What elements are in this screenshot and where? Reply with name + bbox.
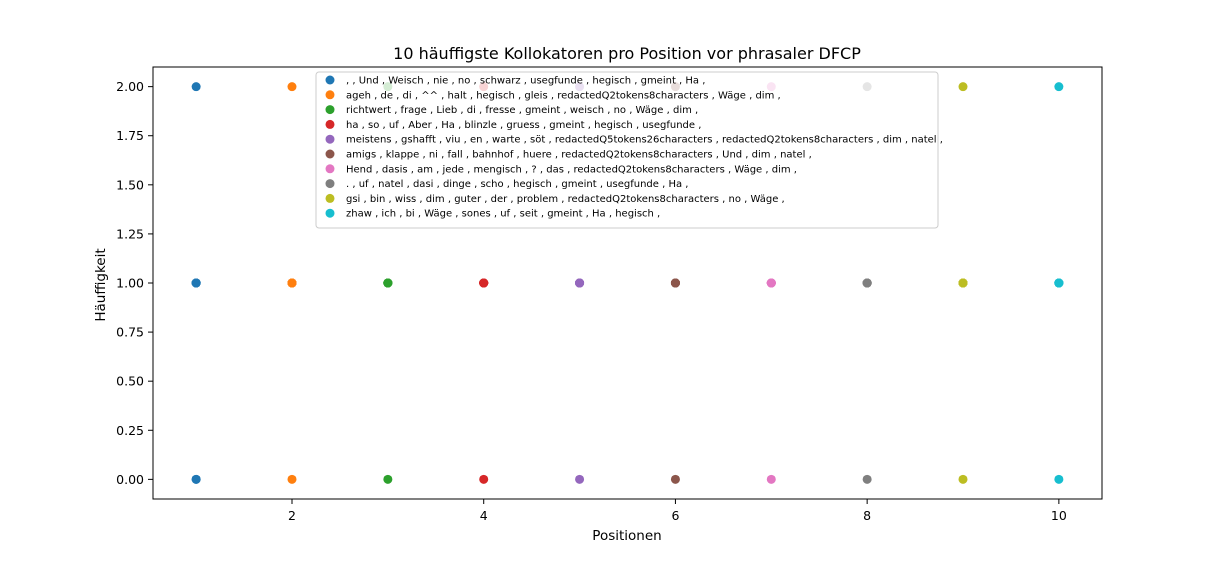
- y-tick-label: 1.00: [116, 276, 144, 291]
- data-point: [958, 474, 968, 484]
- legend-entry: Hend , dasis , am , jede , mengisch , ? …: [346, 164, 797, 175]
- data-point: [766, 278, 776, 288]
- data-point: [1054, 278, 1064, 288]
- data-point: [479, 278, 489, 288]
- data-point: [383, 278, 393, 288]
- chart-title: 10 häuffigste Kollokatoren pro Position …: [393, 44, 861, 63]
- data-point: [862, 278, 872, 288]
- legend-marker: [325, 193, 335, 203]
- legend-marker: [325, 119, 335, 129]
- data-point: [191, 82, 201, 92]
- data-point: [383, 474, 393, 484]
- legend-entry: gsi , bin , wiss , dim , guter , der , p…: [346, 194, 785, 205]
- data-point: [575, 474, 585, 484]
- data-point: [862, 474, 872, 484]
- legend-box: [315, 71, 939, 229]
- axis-ticks: 2 4 6 8 10 0.00 0.25 0.50 0.75 1.00 1.25 1.50 1.75 2.…: [116, 79, 1067, 523]
- legend-entry: meistens , gshafft , viu , en , warte , …: [346, 135, 943, 146]
- legend-marker: [325, 164, 335, 174]
- x-tick-label: 2: [288, 508, 296, 523]
- legend-entry: , , Und , Weisch , nie , no , schwarz , …: [346, 76, 705, 87]
- x-axis-label: Positionen: [592, 528, 661, 544]
- y-tick-label: 0.50: [116, 374, 144, 389]
- legend-marker: [325, 208, 335, 218]
- y-tick-label: 0.25: [116, 423, 144, 438]
- y-tick-label: 0.00: [116, 472, 144, 487]
- legend-entry: amigs , klappe , ni , fall , bahnhof , h…: [346, 150, 812, 161]
- legend-entry: ha , so , uf , Aber , Ha , blinzle , gru…: [346, 120, 701, 131]
- data-point: [1054, 82, 1064, 92]
- legend-entry: zhaw , ich , bi , Wäge , sones , uf , se…: [346, 209, 660, 220]
- data-point: [287, 474, 297, 484]
- data-point: [479, 474, 489, 484]
- y-tick-label: 0.75: [116, 325, 144, 340]
- data-point: [575, 278, 585, 288]
- legend-entry: richtwert , frage , Lieb , di , fresse ,…: [346, 105, 698, 116]
- legend-marker: [325, 105, 335, 115]
- data-point: [191, 474, 201, 484]
- legend-marker: [325, 75, 335, 85]
- x-tick-label: 4: [480, 508, 488, 523]
- x-tick-label: 8: [863, 508, 871, 523]
- data-point: [958, 82, 968, 92]
- y-axis-label: Häuffigkeit: [93, 248, 109, 321]
- data-point: [670, 474, 680, 484]
- y-tick-label: 1.50: [116, 177, 144, 192]
- data-point: [958, 278, 968, 288]
- legend-entry: ageh , de , di , ^^ , halt , hegisch , g…: [346, 90, 781, 101]
- legend-entry: . , uf , natel , dasi , dinge , scho , h…: [346, 179, 688, 190]
- y-tick-label: 1.75: [116, 128, 144, 143]
- data-point: [1054, 474, 1064, 484]
- x-tick-label: 6: [671, 508, 679, 523]
- data-point: [287, 278, 297, 288]
- legend-marker: [325, 179, 335, 189]
- plot-frame: [152, 66, 1103, 500]
- data-point: [191, 278, 201, 288]
- data-point: [766, 474, 776, 484]
- legend-marker: [325, 149, 335, 159]
- y-tick-label: 2.00: [116, 79, 144, 94]
- data-point: [670, 278, 680, 288]
- data-point: [287, 82, 297, 92]
- y-tick-label: 1.25: [116, 226, 144, 241]
- legend: , , Und , Weisch , nie , no , schwarz , …: [315, 71, 943, 229]
- legend-marker: [325, 90, 335, 100]
- x-tick-label: 10: [1051, 508, 1067, 523]
- legend-marker: [325, 134, 335, 144]
